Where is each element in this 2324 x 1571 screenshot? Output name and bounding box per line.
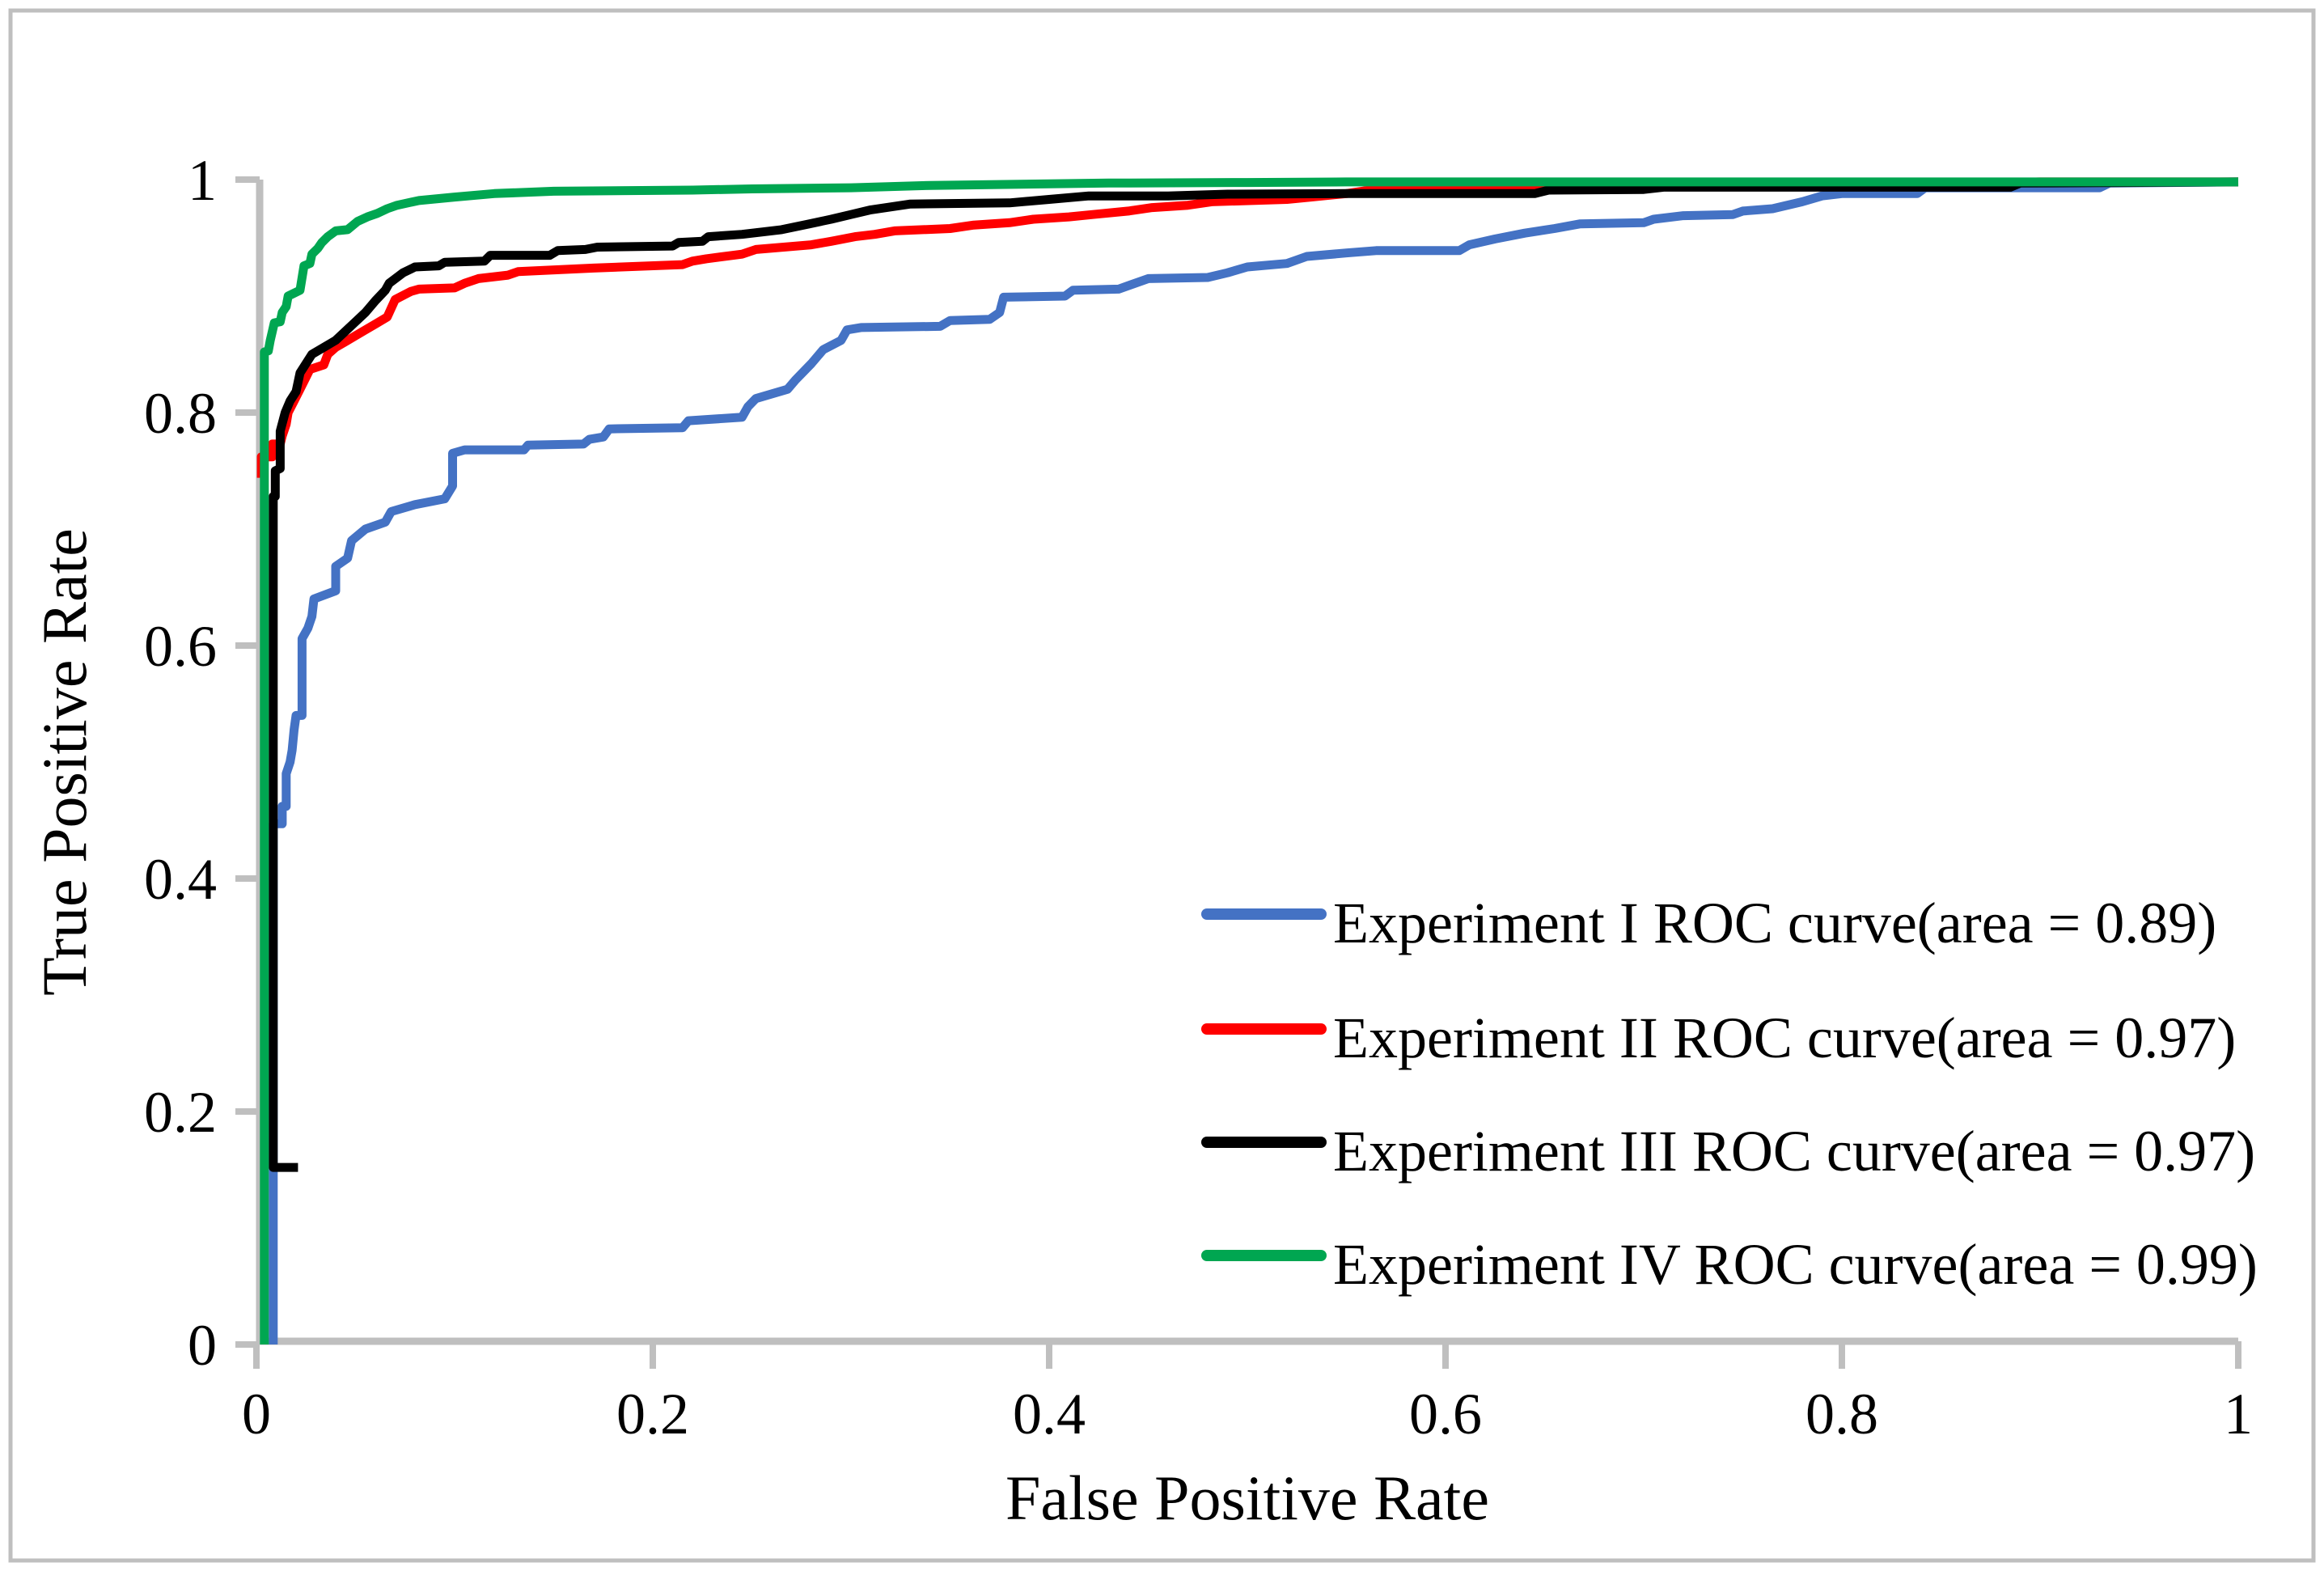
y-tick-label-0-4: 0.4 [144, 847, 217, 912]
y-tick-label-0-8: 0.8 [144, 381, 217, 446]
x-tick-labels: 0 0.2 0.4 0.6 0.8 1 [242, 1382, 2253, 1446]
x-tick-label-0-4: 0.4 [1013, 1382, 1086, 1446]
axes [235, 176, 2241, 1369]
y-tick-label-0: 0 [188, 1313, 217, 1378]
y-tick-labels: 1 0.8 0.6 0.4 0.2 0 [144, 148, 217, 1378]
x-axis-title: False Positive Rate [1005, 1463, 1489, 1533]
x-tick-label-0-2: 0.2 [616, 1382, 689, 1446]
legend-label-experiment-3: Experiment III ROC curve(area = 0.97) [1333, 1119, 2255, 1184]
x-tick-label-0: 0 [242, 1382, 271, 1446]
y-axis-title: True Positive Rate [29, 528, 99, 996]
legend-label-experiment-1: Experiment I ROC curve(area = 0.89) [1333, 891, 2216, 955]
roc-curve-experiment-2 [256, 177, 2238, 478]
x-tick-label-0-8: 0.8 [1805, 1382, 1878, 1446]
roc-curve-experiment-3 [269, 177, 2239, 1172]
legend-label-experiment-4: Experiment IV ROC curve(area = 0.99) [1333, 1232, 2258, 1297]
roc-curve-experiment-1 [269, 177, 2239, 1344]
x-tick-label-1: 1 [2224, 1382, 2253, 1446]
roc-curves [256, 177, 2239, 1344]
y-tick-label-0-6: 0.6 [144, 614, 217, 679]
figure-border [8, 8, 2316, 1563]
legend-label-experiment-2: Experiment II ROC curve(area = 0.97) [1333, 1006, 2236, 1070]
y-tick-label-1: 1 [188, 148, 217, 213]
legend: Experiment I ROC curve(area = 0.89) Expe… [1201, 891, 2258, 1297]
x-tick-label-0-6: 0.6 [1409, 1382, 1482, 1446]
roc-curve-experiment-4 [260, 177, 2238, 1344]
y-tick-label-0-2: 0.2 [144, 1080, 217, 1145]
